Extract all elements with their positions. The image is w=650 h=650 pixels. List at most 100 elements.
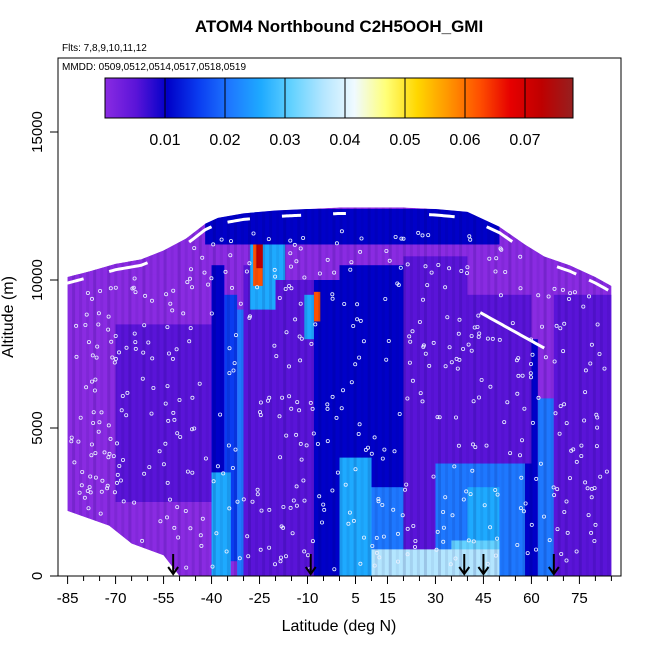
sample-point — [374, 535, 379, 540]
sample-point — [80, 469, 85, 474]
sample-point — [124, 413, 129, 418]
sample-point — [397, 411, 402, 416]
x-tick-label: -55 — [153, 590, 175, 607]
sample-point — [534, 547, 539, 552]
shade-band — [522, 207, 526, 576]
sample-point — [90, 296, 95, 301]
sample-point — [332, 270, 337, 275]
sample-point — [158, 519, 163, 524]
sample-point — [132, 500, 137, 505]
sample-point — [404, 482, 409, 487]
sample-point — [377, 555, 382, 560]
sample-point — [358, 318, 363, 323]
sample-point — [106, 314, 111, 319]
sample-point — [258, 413, 263, 418]
shade-band — [508, 207, 512, 576]
sample-point — [287, 283, 292, 288]
sample-point — [183, 508, 188, 513]
sample-point — [221, 471, 226, 476]
sample-point — [334, 415, 339, 420]
sample-point — [413, 539, 418, 544]
sample-point — [469, 333, 474, 338]
sample-point — [564, 558, 569, 563]
sample-point — [536, 293, 541, 298]
sample-point — [359, 236, 364, 241]
sample-point — [471, 399, 476, 404]
sample-point — [113, 285, 118, 290]
sample-point — [349, 380, 354, 385]
shade-band — [416, 207, 420, 576]
sample-point — [427, 363, 432, 368]
sample-point — [351, 323, 356, 328]
sample-point — [121, 499, 126, 504]
x-tick-label: -25 — [249, 590, 271, 607]
sample-point — [339, 406, 344, 411]
sample-point — [552, 286, 557, 291]
sample-point — [83, 322, 88, 327]
sample-point — [529, 522, 534, 527]
sample-point — [488, 525, 493, 530]
sample-point — [582, 418, 587, 423]
sample-point — [278, 455, 283, 460]
shade-band — [438, 207, 442, 576]
sample-point — [384, 357, 389, 362]
sample-point — [90, 353, 95, 358]
sample-point — [387, 258, 392, 263]
sample-point — [164, 515, 169, 520]
sample-point — [445, 315, 450, 320]
sample-point — [470, 468, 475, 473]
shade-band — [452, 207, 456, 576]
sample-point — [118, 478, 123, 483]
sample-point — [468, 237, 473, 242]
sample-point — [339, 229, 344, 234]
colorbar-frame — [104, 77, 574, 119]
shade-band — [205, 207, 209, 576]
sample-point — [287, 394, 292, 399]
sample-point — [453, 556, 458, 561]
sample-point — [258, 400, 263, 405]
sample-point — [564, 499, 569, 504]
sample-point — [106, 423, 111, 428]
sample-point — [197, 381, 202, 386]
sample-point — [290, 531, 295, 536]
sample-point — [519, 475, 524, 480]
y-axis-label: Altitude (m) — [0, 276, 17, 358]
x-tick-label: 30 — [427, 590, 444, 607]
sample-point — [398, 265, 403, 270]
heatmap-cell-1 — [115, 324, 212, 502]
shade-band — [529, 207, 533, 576]
y-tick-label: 0 — [29, 572, 46, 580]
sample-point — [518, 254, 523, 259]
sample-point — [247, 261, 252, 266]
sample-point — [94, 355, 99, 360]
sample-point — [120, 393, 125, 398]
sample-point — [543, 355, 548, 360]
flight-track-descent — [479, 311, 545, 350]
shade-band — [177, 207, 181, 576]
sample-point — [376, 499, 381, 504]
sample-point — [111, 454, 116, 459]
sample-point — [461, 497, 466, 502]
shade-band — [240, 207, 244, 576]
sample-point — [233, 447, 238, 452]
sample-point — [165, 325, 170, 330]
sample-point — [310, 406, 315, 411]
sample-point — [177, 397, 182, 402]
sample-point — [89, 442, 94, 447]
sample-point — [522, 406, 527, 411]
sample-point — [132, 276, 137, 281]
sample-point — [455, 366, 460, 371]
shade-band — [515, 207, 519, 576]
sample-point — [112, 490, 117, 495]
sample-point — [175, 505, 180, 510]
shade-band — [585, 207, 589, 576]
sample-point — [175, 431, 180, 436]
sample-point — [555, 487, 560, 492]
y-tick-label: 15000 — [29, 111, 46, 153]
sample-point — [392, 449, 397, 454]
colorbar-tick-label: 0.07 — [509, 132, 540, 149]
sample-point — [113, 356, 118, 361]
sample-point — [502, 420, 507, 425]
sample-point — [586, 513, 591, 518]
sample-point — [95, 344, 100, 349]
